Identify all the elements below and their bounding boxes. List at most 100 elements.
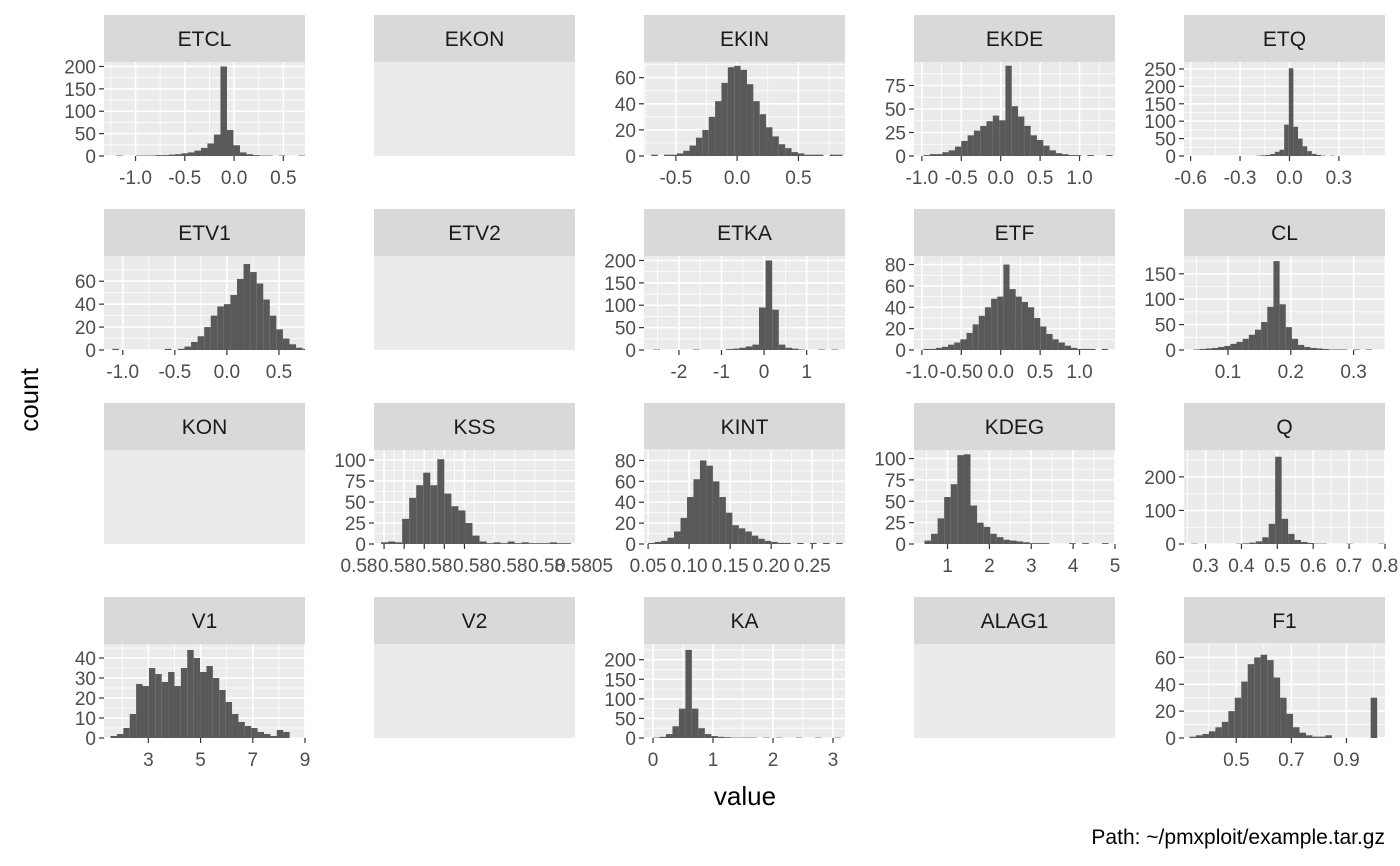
x-tick-label: 0.0: [221, 168, 247, 189]
histogram-bar: [1310, 347, 1317, 350]
histogram-bar: [1068, 155, 1075, 156]
histogram-bar: [416, 485, 424, 544]
histogram-bar: [1036, 140, 1044, 156]
facet-strip-label: V1: [192, 610, 218, 633]
histogram-bar: [264, 734, 271, 738]
histogram-bar: [521, 542, 529, 544]
histogram-bar: [670, 154, 677, 156]
histogram-bar: [1064, 345, 1072, 350]
histogram-bar: [204, 327, 211, 350]
histogram-bar: [977, 522, 984, 544]
histogram-bar: [1049, 150, 1056, 156]
y-tick-label: 200: [1144, 468, 1176, 489]
histogram-bar: [1242, 543, 1250, 544]
x-tick-label: 2: [768, 750, 779, 771]
facet-q: Q 0 100 200 0.3 0.4 0.5 0.6 0.7 0.8: [1144, 403, 1398, 577]
histogram-bar: [472, 535, 480, 544]
histogram-bar: [1279, 149, 1285, 156]
facet-strip-label: KINT: [721, 416, 769, 439]
histogram-bar: [785, 148, 792, 156]
histogram-bar: [1077, 348, 1084, 350]
histogram-bar: [712, 481, 720, 544]
histogram-bar: [797, 153, 805, 156]
x-tick-label: 0.0: [214, 362, 240, 383]
histogram-bar: [219, 690, 226, 738]
histogram-bar: [282, 338, 290, 350]
histogram-bar: [758, 538, 765, 544]
histogram-bar: [1189, 736, 1196, 738]
histogram-bar: [944, 497, 951, 544]
x-tick-label: 0.6: [1300, 556, 1326, 577]
y-tick-label: 40: [615, 95, 636, 116]
y-tick-label: 200: [604, 651, 636, 672]
histogram-bar: [155, 674, 162, 738]
histogram-bar: [1284, 124, 1289, 156]
histogram-bar: [929, 348, 936, 350]
x-tick-label: 0.58: [528, 556, 565, 577]
histogram-bar: [980, 125, 987, 156]
histogram-bar: [206, 666, 213, 738]
histogram-bar: [672, 726, 679, 738]
histogram-bar: [212, 678, 220, 738]
histogram-bar: [388, 541, 396, 544]
y-tick-label: 0: [1165, 341, 1176, 362]
histogram-bar: [1261, 322, 1268, 350]
histogram-bar: [444, 493, 452, 544]
x-tick-label: 2: [984, 556, 995, 577]
x-tick-label: 0.0: [724, 168, 750, 189]
histogram-bar: [430, 485, 438, 544]
histogram-bar: [155, 155, 162, 156]
facet-v2: V2: [374, 597, 575, 738]
histogram-bar: [823, 542, 830, 544]
y-tick-label: 50: [885, 100, 906, 121]
x-axis-title: value: [714, 781, 776, 811]
y-tick-label: 0: [85, 729, 96, 750]
y-tick-label: 25: [345, 514, 366, 535]
y-tick-label: 100: [604, 296, 636, 317]
y-tick-label: 30: [75, 669, 96, 690]
x-tick-label: 1: [942, 556, 953, 577]
x-tick-label: 0.7: [1336, 556, 1362, 577]
y-tick-label: 40: [885, 298, 906, 319]
histogram-bar: [719, 497, 726, 544]
histogram-bar: [1262, 537, 1269, 544]
facet-strip-label: ETF: [995, 222, 1035, 245]
histogram-bar: [753, 101, 760, 156]
histogram-bar: [1228, 711, 1235, 738]
histogram-bar: [1301, 541, 1308, 544]
y-tick-label: 60: [885, 277, 906, 298]
x-tick-label: 1: [801, 362, 812, 383]
histogram-bar: [1234, 697, 1242, 738]
x-tick-label: 0.3: [1340, 362, 1366, 383]
histogram-bar: [1254, 657, 1261, 738]
histogram-bar: [948, 150, 955, 156]
x-tick-label: 0.10: [671, 556, 708, 577]
histogram-bar: [745, 531, 752, 544]
facet-strip: [104, 15, 305, 62]
histogram-bar: [685, 649, 692, 738]
histogram-bar: [1218, 346, 1225, 350]
panel-background: [374, 256, 575, 350]
x-tick-label: -1.0: [906, 362, 939, 383]
histogram-bar: [223, 304, 231, 350]
facet-strip-label: EKON: [445, 28, 505, 51]
y-tick-label: 50: [615, 319, 636, 340]
histogram-bar: [1029, 543, 1037, 544]
facet-strip: [1184, 15, 1385, 62]
histogram-bar: [226, 130, 234, 156]
histogram-bar: [689, 145, 696, 156]
histogram-bar: [191, 341, 198, 350]
x-tick-label: -1.0: [119, 168, 152, 189]
histogram-bar: [778, 144, 786, 156]
x-tick-label: 5: [195, 750, 206, 771]
histogram-bar: [996, 537, 1004, 544]
histogram-bar: [1274, 151, 1280, 156]
histogram-bar: [734, 65, 741, 156]
x-tick-label: 1.0: [1066, 168, 1092, 189]
histogram-bar: [210, 315, 218, 350]
histogram-bar: [1325, 735, 1332, 738]
histogram-bar: [200, 147, 208, 156]
facet-strip: [1184, 403, 1385, 450]
histogram-bar: [997, 296, 1004, 350]
histogram-bar: [1248, 334, 1255, 350]
